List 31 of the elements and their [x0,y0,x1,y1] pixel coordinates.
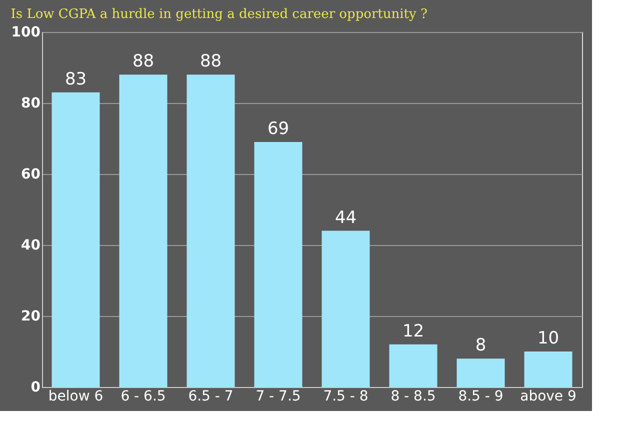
bar [254,142,302,387]
y-tick-label: 100 [11,24,41,40]
x-tick-label: 8 - 8.5 [390,388,436,404]
y-tick-label: 80 [21,96,41,112]
bar [52,92,100,387]
data-label: 8 [475,336,486,356]
bar [456,358,505,387]
data-label: 10 [537,328,560,348]
x-tick-label: 6.5 - 7 [188,388,234,404]
chart-title: Is Low CGPA a hurdle in getting a desired career opportunity ? [10,7,428,22]
y-tick-label: 20 [21,308,41,324]
data-label: 88 [200,52,222,72]
bar [524,352,572,387]
x-tick-label: 7 - 7.5 [256,388,301,404]
x-tick-label: 7.5 - 8 [323,388,368,404]
bar [186,74,235,387]
x-tick-label: 6 - 6.5 [120,388,166,404]
data-label: 44 [334,208,357,228]
bar [389,344,438,387]
y-tick-label: 0 [30,380,41,396]
y-tick-label: 40 [21,238,41,254]
x-tick-label: above 9 [520,388,576,404]
data-label: 88 [132,52,154,72]
data-label: 69 [267,119,290,140]
data-label: 12 [402,321,424,342]
data-label: 83 [64,69,87,90]
y-tick-label: 60 [21,166,41,182]
x-tick-label: below 6 [48,388,104,404]
x-tick-label: 8.5 - 9 [458,388,504,404]
bar [119,74,168,387]
bar [322,230,370,387]
